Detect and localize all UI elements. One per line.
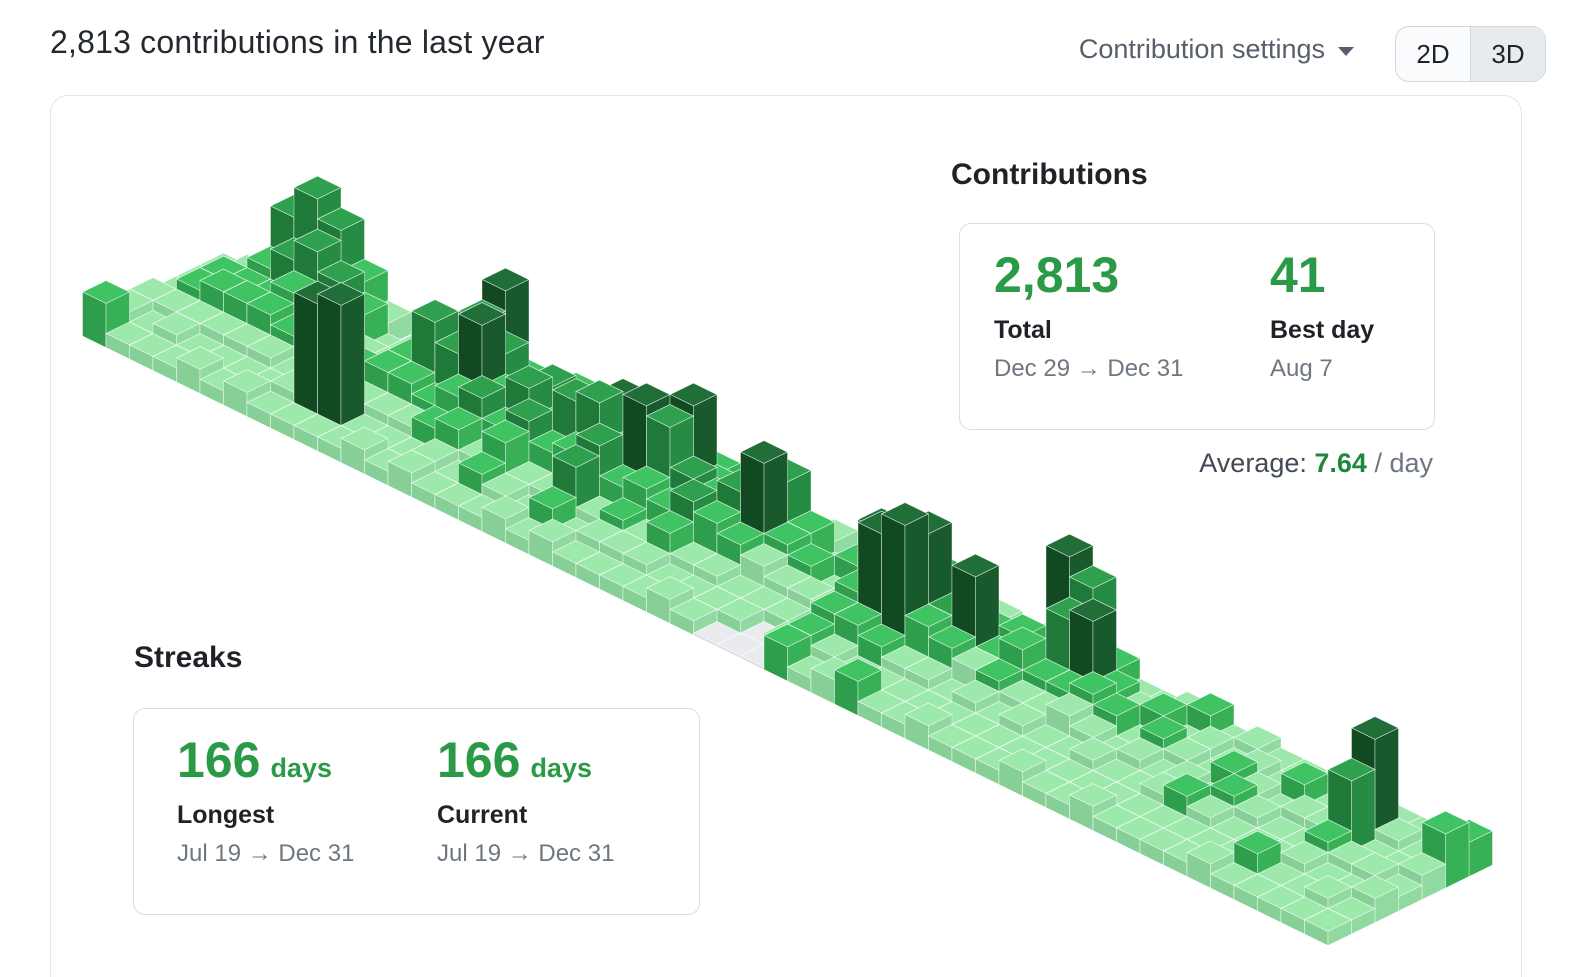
current-streak-unit: days <box>530 753 592 783</box>
best-day-stat: 41 Best day Aug 7 <box>1270 224 1374 383</box>
contributions-heading: Contributions <box>951 158 1148 191</box>
toggle-2d-button[interactable]: 2D <box>1416 38 1450 69</box>
total-value: 2,813 <box>994 247 1120 303</box>
best-day-label: Best day <box>1270 316 1375 344</box>
total-label: Total <box>994 316 1052 344</box>
total-range: Dec 29 → Dec 31 <box>994 355 1184 382</box>
isometric-contribution-graph[interactable] <box>51 96 1517 977</box>
view-mode-toggle: 2D 3D <box>1395 26 1546 82</box>
current-streak-range: Jul 19 → Dec 31 <box>437 840 615 867</box>
longest-streak-label: Longest <box>177 801 275 829</box>
longest-streak-range: Jul 19 → Dec 31 <box>177 840 355 867</box>
streaks-heading: Streaks <box>134 641 243 674</box>
longest-streak-value: 166 days <box>177 732 332 788</box>
longest-streak-stat: 166 days Longest Jul 19 → Dec 31 <box>177 709 354 868</box>
dropdown-caret-icon <box>1338 47 1354 56</box>
average-per-day: Average: 7.64 / day <box>1199 448 1433 479</box>
streaks-panel: 166 days Longest Jul 19 → Dec 31 166 days … <box>133 708 700 915</box>
best-day-range: Aug 7 <box>1270 355 1333 382</box>
total-stat: 2,813 Total Dec 29 → Dec 31 <box>994 224 1183 383</box>
best-day-value: 41 <box>1270 247 1326 303</box>
toggle-3d-button[interactable]: 3D <box>1470 27 1545 81</box>
average-label: Average: <box>1199 448 1307 478</box>
current-streak-value: 166 days <box>437 732 592 788</box>
average-suffix: / day <box>1374 448 1433 478</box>
contributions-panel: 2,813 Total Dec 29 → Dec 31 41 Best day … <box>959 223 1435 430</box>
page-title: 2,813 contributions in the last year <box>50 24 545 60</box>
average-value: 7.64 <box>1314 448 1367 478</box>
current-streak-label: Current <box>437 801 528 829</box>
longest-streak-unit: days <box>270 753 332 783</box>
contribution-settings-dropdown[interactable]: Contribution settings <box>1079 34 1354 65</box>
contribution-graph-card: Contributions 2,813 Total Dec 29 → Dec 3… <box>50 95 1522 977</box>
current-streak-stat: 166 days Current Jul 19 → Dec 31 <box>437 709 614 868</box>
contribution-settings-label: Contribution settings <box>1078 34 1325 64</box>
